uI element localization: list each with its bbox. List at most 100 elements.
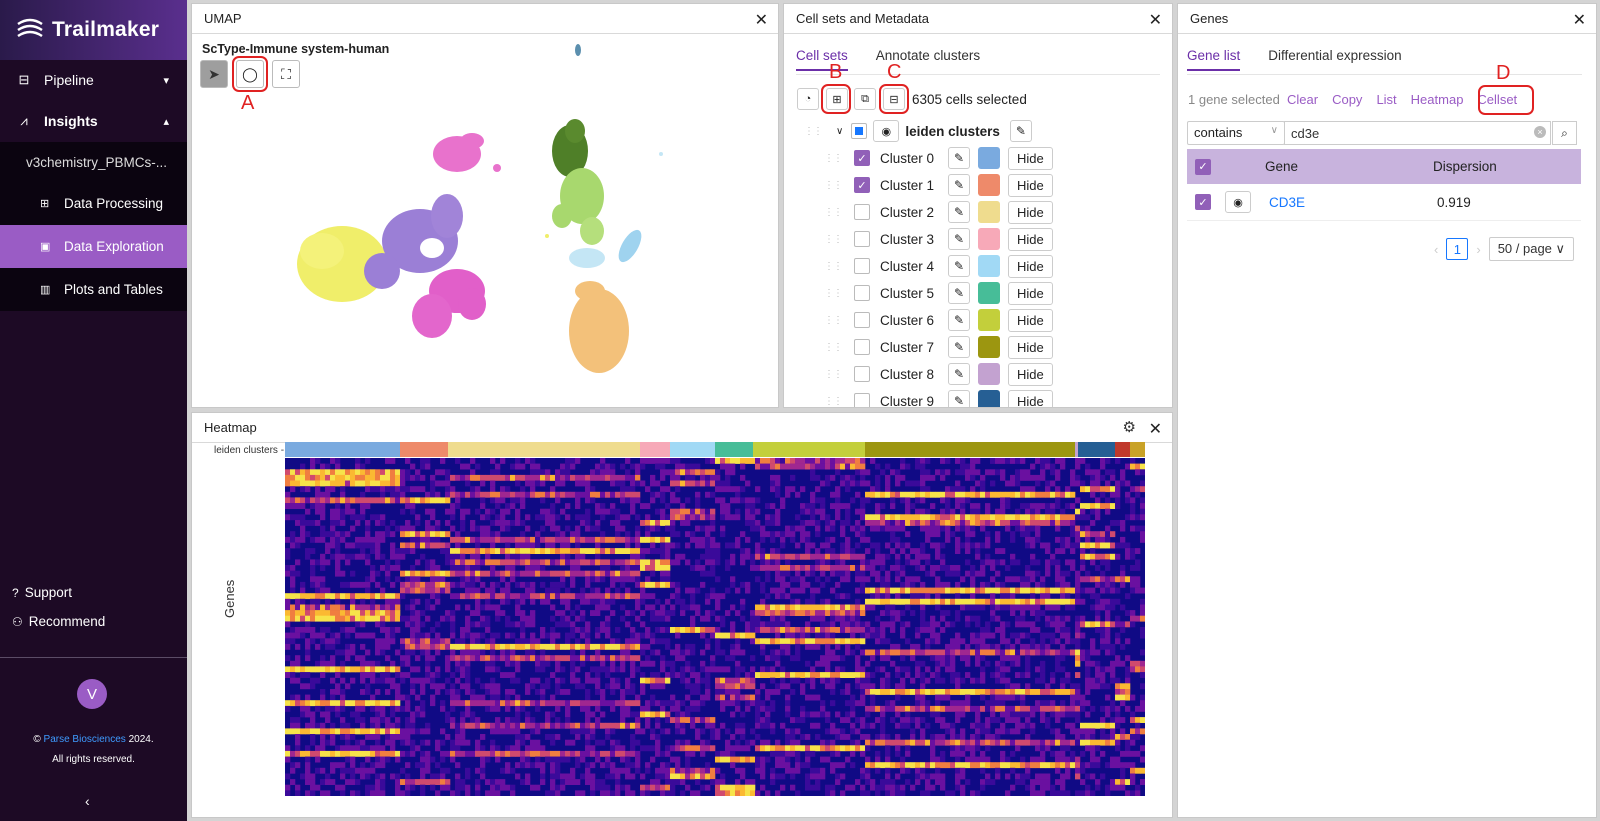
clear-link[interactable]: Clear [1287, 92, 1319, 107]
select-all-checkbox[interactable]: ✓ [1195, 158, 1211, 175]
list-link[interactable]: List [1376, 92, 1397, 107]
sidebar-item-data-processing[interactable]: ⊞ Data Processing [0, 182, 187, 225]
heatmap-link[interactable]: Heatmap [1410, 92, 1464, 107]
gene-search-input[interactable] [1284, 121, 1551, 145]
cluster-checkbox[interactable] [854, 258, 870, 274]
hide-button[interactable]: Hide [1008, 254, 1053, 278]
tab-differential-expression[interactable]: Differential expression [1268, 48, 1402, 63]
complement-button[interactable]: ⊟ [883, 88, 905, 110]
avatar[interactable]: V [77, 679, 107, 709]
row-checkbox[interactable]: ✓ [1195, 194, 1211, 210]
experiment-name[interactable]: v3chemistry_PBMCs-... [0, 142, 187, 182]
collapse-sidebar-icon[interactable]: ‹ [85, 793, 90, 809]
group-checkbox[interactable] [851, 123, 868, 139]
close-icon[interactable]: ✕ [1148, 12, 1162, 29]
union-button[interactable]: ◔ [797, 88, 819, 110]
gene-name-link[interactable]: CD3E [1269, 194, 1306, 210]
edit-icon[interactable]: ✎ [948, 228, 970, 250]
eye-icon[interactable]: ◉ [1225, 191, 1251, 213]
edit-icon[interactable]: ✎ [948, 255, 970, 277]
hide-button[interactable]: Hide [1008, 308, 1053, 332]
edit-icon[interactable]: ✎ [948, 336, 970, 358]
tab-annotate-clusters[interactable]: Annotate clusters [875, 48, 981, 63]
hide-button[interactable]: Hide [1008, 227, 1053, 251]
gear-icon[interactable]: ⚙ [1122, 419, 1136, 436]
close-icon[interactable]: ✕ [1572, 12, 1586, 29]
cluster-color-swatch[interactable] [978, 390, 1000, 407]
lasso-tool-button[interactable]: ◯ [236, 60, 264, 88]
filter-mode-select[interactable]: contains ∨ [1187, 121, 1285, 145]
clear-search-icon[interactable]: × [1534, 126, 1546, 138]
parse-biosciences-link[interactable]: Parse Biosciences [43, 734, 126, 745]
drag-handle-icon[interactable]: ⋮⋮ [824, 368, 843, 380]
prev-page-icon[interactable]: ‹ [1434, 241, 1439, 257]
cluster-color-swatch[interactable] [978, 255, 1000, 277]
hide-button[interactable]: Hide [1008, 200, 1053, 224]
drag-handle-icon[interactable]: ⋮⋮ [804, 125, 823, 137]
page-number[interactable]: 1 [1446, 238, 1469, 260]
cluster-color-swatch[interactable] [978, 309, 1000, 331]
close-icon[interactable]: ✕ [754, 12, 768, 29]
drag-handle-icon[interactable]: ⋮⋮ [824, 206, 843, 218]
column-header-dispersion[interactable]: Dispersion [1433, 159, 1497, 174]
drag-handle-icon[interactable]: ⋮⋮ [824, 233, 843, 245]
cluster-color-swatch[interactable] [978, 336, 1000, 358]
cluster-color-swatch[interactable] [978, 201, 1000, 223]
edit-icon[interactable]: ✎ [948, 390, 970, 407]
next-page-icon[interactable]: › [1476, 241, 1481, 257]
reset-view-button[interactable]: ⛶ [272, 60, 300, 88]
pan-tool-button[interactable]: ➤ [200, 60, 228, 88]
edit-icon[interactable]: ✎ [948, 201, 970, 223]
drag-handle-icon[interactable]: ⋮⋮ [824, 260, 843, 272]
hide-button[interactable]: Hide [1008, 281, 1053, 305]
cluster-checkbox[interactable] [854, 231, 870, 247]
tab-cell-sets[interactable]: Cell sets [796, 48, 848, 71]
cluster-checkbox[interactable]: ✓ [854, 177, 870, 193]
cluster-checkbox[interactable] [854, 339, 870, 355]
column-header-gene[interactable]: Gene [1265, 159, 1299, 174]
cluster-color-swatch[interactable] [978, 282, 1000, 304]
tab-gene-list[interactable]: Gene list [1187, 48, 1241, 71]
drag-handle-icon[interactable]: ⋮⋮ [824, 341, 843, 353]
sidebar-item-plots-and-tables[interactable]: ▥ Plots and Tables [0, 268, 187, 311]
hide-button[interactable]: Hide [1008, 362, 1053, 386]
hide-button[interactable]: Hide [1008, 335, 1053, 359]
search-button[interactable]: ⌕ [1552, 121, 1577, 145]
drag-handle-icon[interactable]: ⋮⋮ [824, 314, 843, 326]
edit-icon[interactable]: ✎ [948, 174, 970, 196]
cluster-checkbox[interactable] [854, 366, 870, 382]
hide-button[interactable]: Hide [1008, 173, 1053, 197]
drag-handle-icon[interactable]: ⋮⋮ [824, 287, 843, 299]
support-link[interactable]: ? Support [12, 585, 72, 600]
recommend-link[interactable]: ⚇ Recommend [12, 614, 105, 629]
brand[interactable]: Trailmaker [0, 0, 187, 60]
heatmap-grid[interactable] [285, 458, 1145, 796]
cluster-checkbox[interactable]: ✓ [854, 150, 870, 166]
edit-icon[interactable]: ✎ [948, 147, 970, 169]
cluster-checkbox[interactable] [854, 312, 870, 328]
hide-button[interactable]: Hide [1008, 389, 1053, 407]
chevron-down-icon[interactable]: ∨ [836, 125, 844, 137]
intersection-button[interactable]: ⊞ [826, 88, 848, 110]
drag-handle-icon[interactable]: ⋮⋮ [824, 395, 843, 407]
close-icon[interactable]: ✕ [1148, 421, 1162, 438]
cluster-checkbox[interactable] [854, 393, 870, 407]
edit-icon[interactable]: ✎ [948, 309, 970, 331]
cluster-color-swatch[interactable] [978, 363, 1000, 385]
nav-pipeline[interactable]: ⊟ Pipeline ▾ [0, 60, 187, 100]
cluster-checkbox[interactable] [854, 204, 870, 220]
hide-button[interactable]: Hide [1008, 146, 1053, 170]
drag-handle-icon[interactable]: ⋮⋮ [824, 152, 843, 164]
cluster-color-swatch[interactable] [978, 228, 1000, 250]
edit-icon[interactable]: ✎ [948, 363, 970, 385]
page-size-select[interactable]: 50 / page ∨ [1488, 237, 1575, 261]
sidebar-item-data-exploration[interactable]: ▣ Data Exploration [0, 225, 187, 268]
drag-handle-icon[interactable]: ⋮⋮ [824, 179, 843, 191]
copy-link[interactable]: Copy [1332, 92, 1363, 107]
copy-set-button[interactable]: ⧉ [854, 88, 876, 110]
cluster-checkbox[interactable] [854, 285, 870, 301]
cluster-color-swatch[interactable] [978, 174, 1000, 196]
edit-icon[interactable]: ✎ [1009, 120, 1032, 142]
umap-scatter-plot[interactable] [192, 36, 778, 406]
nav-insights[interactable]: ⩘ Insights ▴ [0, 100, 187, 142]
